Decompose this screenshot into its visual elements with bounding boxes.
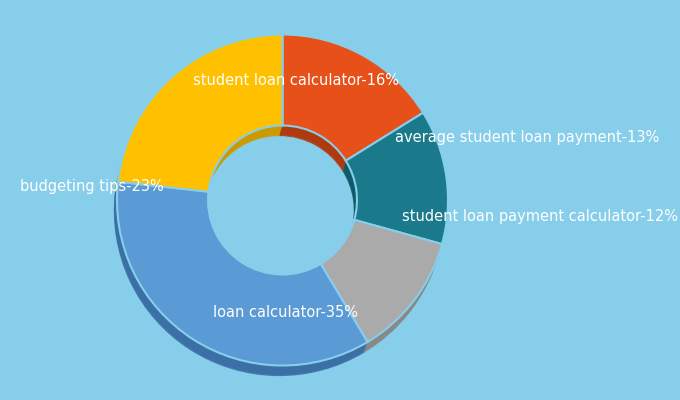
- Wedge shape: [115, 190, 365, 374]
- Wedge shape: [115, 188, 366, 372]
- Wedge shape: [116, 187, 366, 371]
- Wedge shape: [343, 122, 445, 253]
- Wedge shape: [345, 113, 448, 244]
- Wedge shape: [116, 184, 367, 368]
- Wedge shape: [345, 115, 447, 247]
- Wedge shape: [114, 191, 364, 375]
- Wedge shape: [282, 38, 422, 165]
- Wedge shape: [116, 186, 367, 370]
- Wedge shape: [320, 224, 441, 346]
- Wedge shape: [343, 121, 445, 252]
- Wedge shape: [116, 41, 280, 198]
- Wedge shape: [345, 114, 447, 246]
- Wedge shape: [344, 118, 446, 250]
- Wedge shape: [321, 220, 442, 342]
- Wedge shape: [116, 40, 281, 197]
- Wedge shape: [282, 34, 423, 161]
- Wedge shape: [114, 192, 364, 376]
- Wedge shape: [282, 36, 423, 162]
- Wedge shape: [282, 37, 422, 163]
- Wedge shape: [115, 44, 279, 201]
- Wedge shape: [318, 228, 440, 350]
- Wedge shape: [279, 44, 420, 170]
- Wedge shape: [118, 36, 282, 193]
- Wedge shape: [117, 182, 367, 366]
- Wedge shape: [320, 221, 441, 343]
- Text: student loan payment calculator-12%: student loan payment calculator-12%: [402, 209, 678, 224]
- Wedge shape: [117, 37, 282, 194]
- Wedge shape: [281, 40, 422, 166]
- Text: budgeting tips-23%: budgeting tips-23%: [20, 179, 163, 194]
- Wedge shape: [344, 119, 446, 251]
- Text: average student loan payment-13%: average student loan payment-13%: [395, 130, 660, 145]
- Wedge shape: [318, 229, 439, 351]
- Wedge shape: [118, 34, 282, 192]
- Wedge shape: [320, 222, 441, 345]
- Wedge shape: [280, 41, 421, 167]
- Text: loan calculator-35%: loan calculator-35%: [214, 305, 358, 320]
- Wedge shape: [116, 183, 367, 367]
- Wedge shape: [343, 123, 445, 255]
- Wedge shape: [117, 38, 282, 196]
- Wedge shape: [319, 225, 441, 347]
- Wedge shape: [116, 42, 280, 200]
- Text: student loan calculator-16%: student loan calculator-16%: [192, 73, 398, 88]
- Wedge shape: [279, 45, 420, 171]
- Wedge shape: [345, 117, 447, 248]
- Wedge shape: [318, 230, 439, 352]
- Wedge shape: [319, 226, 440, 349]
- Wedge shape: [280, 42, 421, 169]
- Wedge shape: [115, 45, 279, 202]
